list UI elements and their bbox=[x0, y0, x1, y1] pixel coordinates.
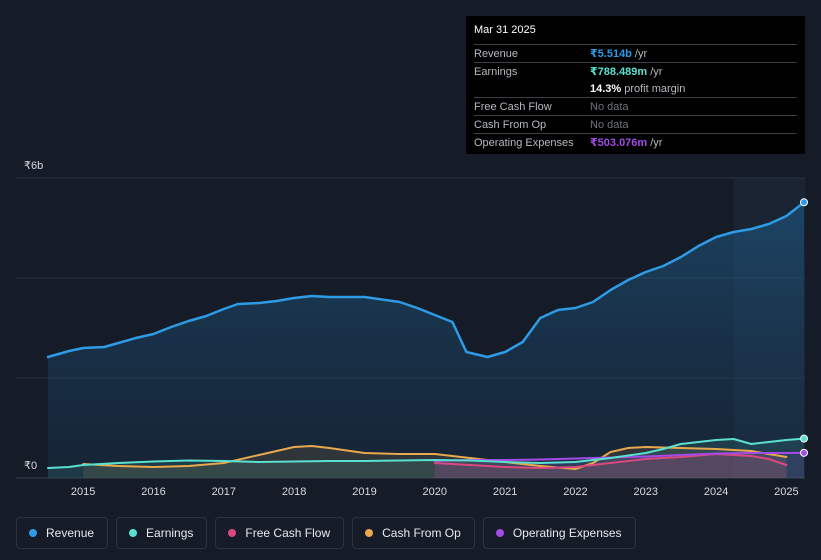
tooltip-value: ₹5.514b bbox=[590, 48, 632, 60]
legend-label: Free Cash Flow bbox=[245, 526, 331, 540]
tooltip-row-earnings: Earnings ₹788.489m /yr bbox=[474, 62, 797, 80]
tooltip-label: Operating Expenses bbox=[474, 136, 574, 149]
tooltip-value: No data bbox=[590, 118, 629, 131]
tooltip-row-free-cash-flow: Free Cash Flow No data bbox=[474, 97, 797, 115]
legend-item-cash-from-op[interactable]: Cash From Op bbox=[352, 517, 475, 549]
y-tick-label: ₹6b bbox=[24, 160, 43, 172]
legend-dot-icon bbox=[228, 529, 237, 537]
tooltip-value: 14.3% bbox=[590, 82, 622, 95]
tooltip-label: Cash From Op bbox=[474, 118, 547, 131]
legend-dot-icon bbox=[495, 529, 504, 537]
legend-label: Cash From Op bbox=[382, 526, 461, 540]
tooltip-value: ₹788.489m bbox=[590, 66, 648, 78]
legend-item-free-cash-flow[interactable]: Free Cash Flow bbox=[215, 517, 345, 549]
x-tick-label: 2015 bbox=[71, 486, 95, 498]
series-line-operating-expenses bbox=[433, 451, 805, 462]
tooltip-label: Earnings bbox=[474, 65, 518, 78]
x-tick-label: 2020 bbox=[423, 486, 447, 498]
tooltip-row-operating-expenses: Operating Expenses ₹503.076m /yr bbox=[474, 133, 797, 151]
tooltip-row-profit-margin: 14.3% profit margin bbox=[474, 80, 797, 97]
end-marker-operating-expenses bbox=[800, 448, 808, 457]
chart-area: ₹6b ₹0 2015 2016 2017 2018 2019 2020 2021 2022 202… bbox=[16, 160, 808, 498]
series-area-earnings bbox=[48, 438, 804, 478]
x-tick-label: 2025 bbox=[774, 486, 798, 498]
x-tick-label: 2024 bbox=[704, 486, 728, 498]
legend-label: Revenue bbox=[46, 526, 95, 540]
tooltip-unit: /yr bbox=[634, 47, 648, 60]
tooltip-unit: profit margin bbox=[624, 82, 686, 95]
tooltip-row-cash-from-op: Cash From Op No data bbox=[474, 115, 797, 133]
tooltip-label: Free Cash Flow bbox=[474, 100, 552, 113]
series-line-free-cash-flow bbox=[433, 453, 788, 469]
series-line-revenue bbox=[46, 201, 806, 359]
tooltip-unit: /yr bbox=[650, 136, 663, 149]
tooltip-unit: /yr bbox=[650, 65, 663, 78]
x-tick-label: 2018 bbox=[282, 486, 306, 498]
x-tick-label: 2017 bbox=[212, 486, 236, 498]
series-area-free-cash-flow bbox=[434, 454, 787, 478]
y-tick-label: ₹0 bbox=[24, 460, 37, 472]
tooltip-row-revenue: Revenue ₹5.514b /yr bbox=[474, 44, 797, 62]
data-tooltip: Mar 31 2025 Revenue ₹5.514b /yr Earnings… bbox=[466, 16, 805, 154]
series-line-cash-from-op bbox=[82, 445, 788, 470]
end-marker-revenue bbox=[800, 198, 808, 207]
tooltip-label: Revenue bbox=[474, 47, 519, 60]
legend-item-earnings[interactable]: Earnings bbox=[116, 517, 208, 549]
x-tick-label: 2019 bbox=[352, 486, 376, 498]
x-tick-label: 2023 bbox=[634, 486, 658, 498]
end-marker-earnings bbox=[800, 434, 808, 443]
chart-legend: Revenue Earnings Free Cash Flow Cash Fro… bbox=[16, 517, 636, 549]
x-tick-label: 2022 bbox=[563, 486, 587, 498]
x-tick-label: 2016 bbox=[141, 486, 165, 498]
legend-label: Operating Expenses bbox=[512, 526, 622, 540]
legend-item-operating-expenses[interactable]: Operating Expenses bbox=[482, 517, 636, 549]
legend-dot-icon bbox=[29, 529, 37, 537]
series-line-earnings bbox=[47, 437, 805, 469]
legend-item-revenue[interactable]: Revenue bbox=[16, 517, 109, 549]
legend-label: Earnings bbox=[146, 526, 194, 540]
tooltip-value: No data bbox=[590, 100, 629, 113]
series-area-operating-expenses bbox=[434, 452, 804, 478]
legend-dot-icon bbox=[129, 529, 138, 537]
tooltip-date: Mar 31 2025 bbox=[474, 24, 536, 36]
tooltip-value: ₹503.076m bbox=[590, 137, 648, 149]
x-tick-label: 2021 bbox=[493, 486, 517, 498]
legend-dot-icon bbox=[365, 529, 374, 537]
revenue-area bbox=[48, 202, 804, 479]
